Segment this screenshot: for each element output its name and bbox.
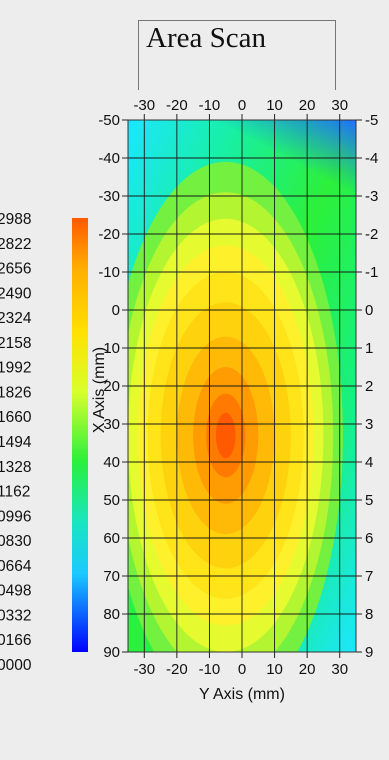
colorbar-label: 0664 [0,558,32,575]
y-tick-label-right: 4 [365,454,373,471]
x-tick-label-top: -20 [166,97,188,114]
x-tick-label-bottom: 30 [331,661,348,678]
y-tick-label-right: 8 [365,606,373,623]
title-box [138,20,336,90]
x-tick-label-top: -10 [199,97,221,114]
contour-level [215,412,236,459]
y-tick-label-left: -40 [98,150,120,167]
colorbar-label: 0000 [0,657,32,674]
y-tick-label-left: 80 [103,606,120,623]
x-tick-label-bottom: 20 [299,661,316,678]
y-tick-label-right: -3 [365,188,378,205]
y-tick-label-left: 30 [103,416,120,433]
y-tick-label-left: 0 [112,302,120,319]
y-tick-label-left: 60 [103,530,120,547]
tick-marks [122,114,362,658]
y-tick-label-right: 1 [365,340,373,357]
y-tick-label-left: 90 [103,644,120,661]
y-axis-right-tick-labels: -5 -4 -3 -2 -1 0 1 2 3 4 5 6 7 8 9 [365,112,378,661]
y-tick-label-right: 7 [365,568,373,585]
colorbar-label: 2988 [0,211,31,228]
y-tick-label-left: 10 [103,340,120,357]
x-tick-label-bottom: -10 [199,661,221,678]
heatmap-field [128,120,356,652]
colorbar-labels: 2988 2822 2656 2490 2324 2158 1992 1826 1660 1494… [0,211,32,674]
colorbar-label: 1162 [0,484,30,501]
x-tick-label-top: 0 [238,97,246,114]
x-axis-label: Y Axis (mm) [199,686,285,703]
y-tick-label-left: -50 [98,112,120,129]
x-tick-label-bottom: 0 [238,661,246,678]
y-tick-label-right: -2 [365,226,378,243]
y-tick-label-left: 40 [103,454,120,471]
x-tick-label-top: 10 [266,97,283,114]
colorbar-label: 2324 [0,310,32,327]
y-tick-label-right: 5 [365,492,373,509]
chart-title: Area Scan [146,22,266,54]
y-tick-label-left: 20 [103,378,120,395]
y-tick-label-right: -5 [365,112,378,129]
colorbar-label: 2656 [0,261,31,278]
y-tick-label-right: 0 [365,302,373,319]
colorbar-label: 2822 [0,236,31,253]
colorbar-label: 0498 [0,583,31,600]
y-axis-left-tick-labels: -50 -40 -30 -20 -10 0 10 20 30 40 50 60 70 80 90 [98,112,120,661]
colorbar-label: 1992 [0,360,31,377]
colorbar [72,218,88,652]
x-tick-label-top: 30 [331,97,348,114]
y-tick-label-right: 9 [365,644,373,661]
x-axis-bottom-tick-labels: -30 -20 -10 0 10 20 30 [133,661,348,678]
y-tick-label-left: -20 [98,226,120,243]
y-tick-label-right: -1 [365,264,378,281]
colorbar-label: 1826 [0,384,31,401]
colorbar-label: 0996 [0,508,31,525]
y-tick-label-right: 6 [365,530,373,547]
x-tick-label-bottom: -20 [166,661,188,678]
y-tick-label-right: -4 [365,150,378,167]
colorbar-label: 1328 [0,459,31,476]
colorbar-label: 0830 [0,533,32,550]
colorbar-label: 2158 [0,335,31,352]
x-tick-label-bottom: 10 [266,661,283,678]
x-tick-label-top: -30 [133,97,155,114]
y-tick-label-left: 70 [103,568,120,585]
colorbar-label: 1660 [0,409,32,426]
colorbar-label: 2490 [0,285,32,302]
y-tick-label-right: 3 [365,416,373,433]
colorbar-label: 0166 [0,632,31,649]
x-axis-top-tick-labels: -30 -20 -10 0 10 20 30 [133,97,348,114]
y-axis-label: X Axis (mm) [91,347,108,433]
x-tick-label-top: 20 [299,97,316,114]
colorbar-label: 0332 [0,607,31,624]
y-tick-label-right: 2 [365,378,373,395]
y-tick-label-left: -30 [98,188,120,205]
x-tick-label-bottom: -30 [133,661,155,678]
colorbar-label: 1494 [0,434,32,451]
y-tick-label-left: 50 [103,492,120,509]
y-tick-label-left: -10 [98,264,120,281]
